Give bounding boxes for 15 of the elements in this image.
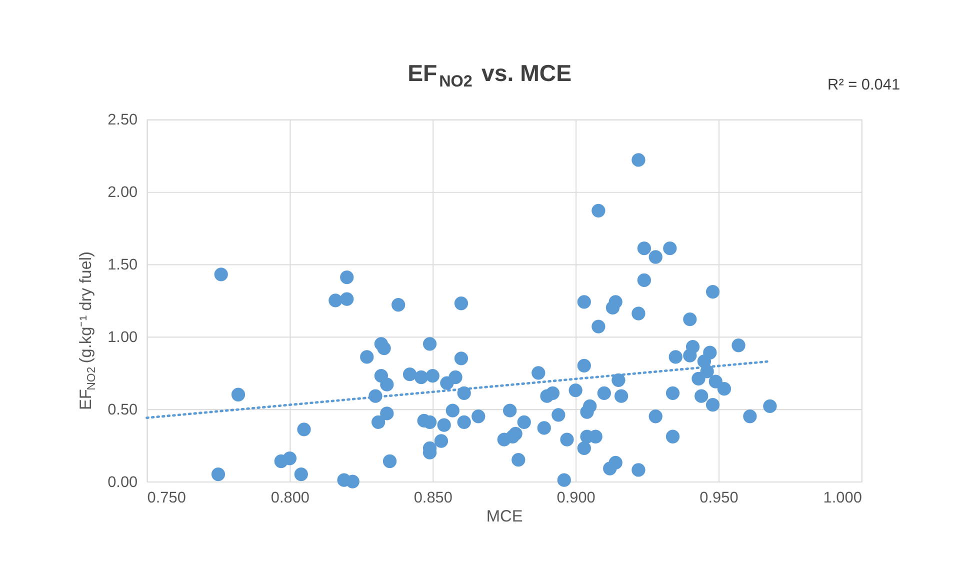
y-tick-label: 1.50 <box>108 256 138 274</box>
y-axis-title: EFNO2 (g.kg⁻¹ dry fuel) <box>76 252 98 410</box>
y-tick-label: 0.50 <box>108 401 138 418</box>
x-tick-label: 0.850 <box>414 489 452 506</box>
text: R² = 0.041 <box>828 76 900 94</box>
y-tick-label: 2.50 <box>108 112 138 129</box>
x-tick-label: 1.000 <box>823 489 862 506</box>
y-tick-label: 1.00 <box>108 329 138 346</box>
y-tick-label: 0.00 <box>108 474 138 491</box>
x-tick-label: 0.950 <box>700 489 738 506</box>
x-tick-label: 0.800 <box>270 489 310 506</box>
x-axis-title: MCE <box>486 508 523 526</box>
x-tick-label: 0.900 <box>556 489 596 506</box>
x-tick-label: 0.750 <box>147 489 186 506</box>
y-tick-label: 2.00 <box>108 184 138 202</box>
